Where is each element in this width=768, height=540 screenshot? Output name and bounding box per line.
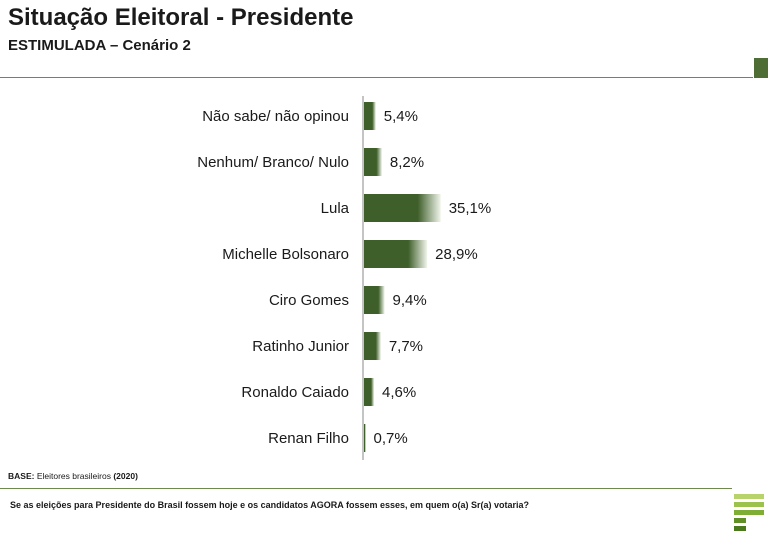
bar xyxy=(364,378,375,406)
header-corner-marker xyxy=(754,58,768,78)
category-label: Renan Filho xyxy=(268,430,349,447)
footer-divider xyxy=(0,488,732,489)
category-label: Ciro Gomes xyxy=(269,292,349,309)
value-label: 8,2% xyxy=(390,154,424,171)
category-label: Michelle Bolsonaro xyxy=(222,246,349,263)
category-label: Ronaldo Caiado xyxy=(241,384,349,401)
base-text: Eleitores brasileiros xyxy=(34,471,114,481)
category-label: Nenhum/ Branco/ Nulo xyxy=(197,154,349,171)
bar xyxy=(364,240,428,268)
category-label: Não sabe/ não opinou xyxy=(202,108,349,125)
chart-subtitle: ESTIMULADA – Cenário 2 xyxy=(8,37,191,54)
value-label: 5,4% xyxy=(384,108,418,125)
header-divider xyxy=(0,77,753,78)
value-label: 9,4% xyxy=(393,292,427,309)
bar-chart: Não sabe/ não opinou 5,4% Nenhum/ Branco/ … xyxy=(197,96,492,460)
base-note: BASE: Eleitores brasileiros (2020) xyxy=(8,471,138,481)
bar xyxy=(364,102,376,130)
value-label: 4,6% xyxy=(382,384,416,401)
survey-question: Se as eleições para Presidente do Brasil… xyxy=(10,500,530,510)
bar xyxy=(364,148,382,176)
value-label: 35,1% xyxy=(449,200,492,217)
category-label: Lula xyxy=(321,200,350,217)
bar xyxy=(364,424,366,452)
base-label: BASE: xyxy=(8,471,35,481)
bar xyxy=(364,194,441,222)
value-label: 0,7% xyxy=(374,430,408,447)
chart-title: Situação Eleitoral - Presidente xyxy=(8,4,354,31)
brand-logo-icon xyxy=(734,494,764,531)
bar xyxy=(364,286,385,314)
value-label: 28,9% xyxy=(435,246,478,263)
bar xyxy=(364,332,381,360)
category-label: Ratinho Junior xyxy=(252,338,349,355)
base-year: (2020) xyxy=(113,471,138,481)
value-label: 7,7% xyxy=(389,338,423,355)
